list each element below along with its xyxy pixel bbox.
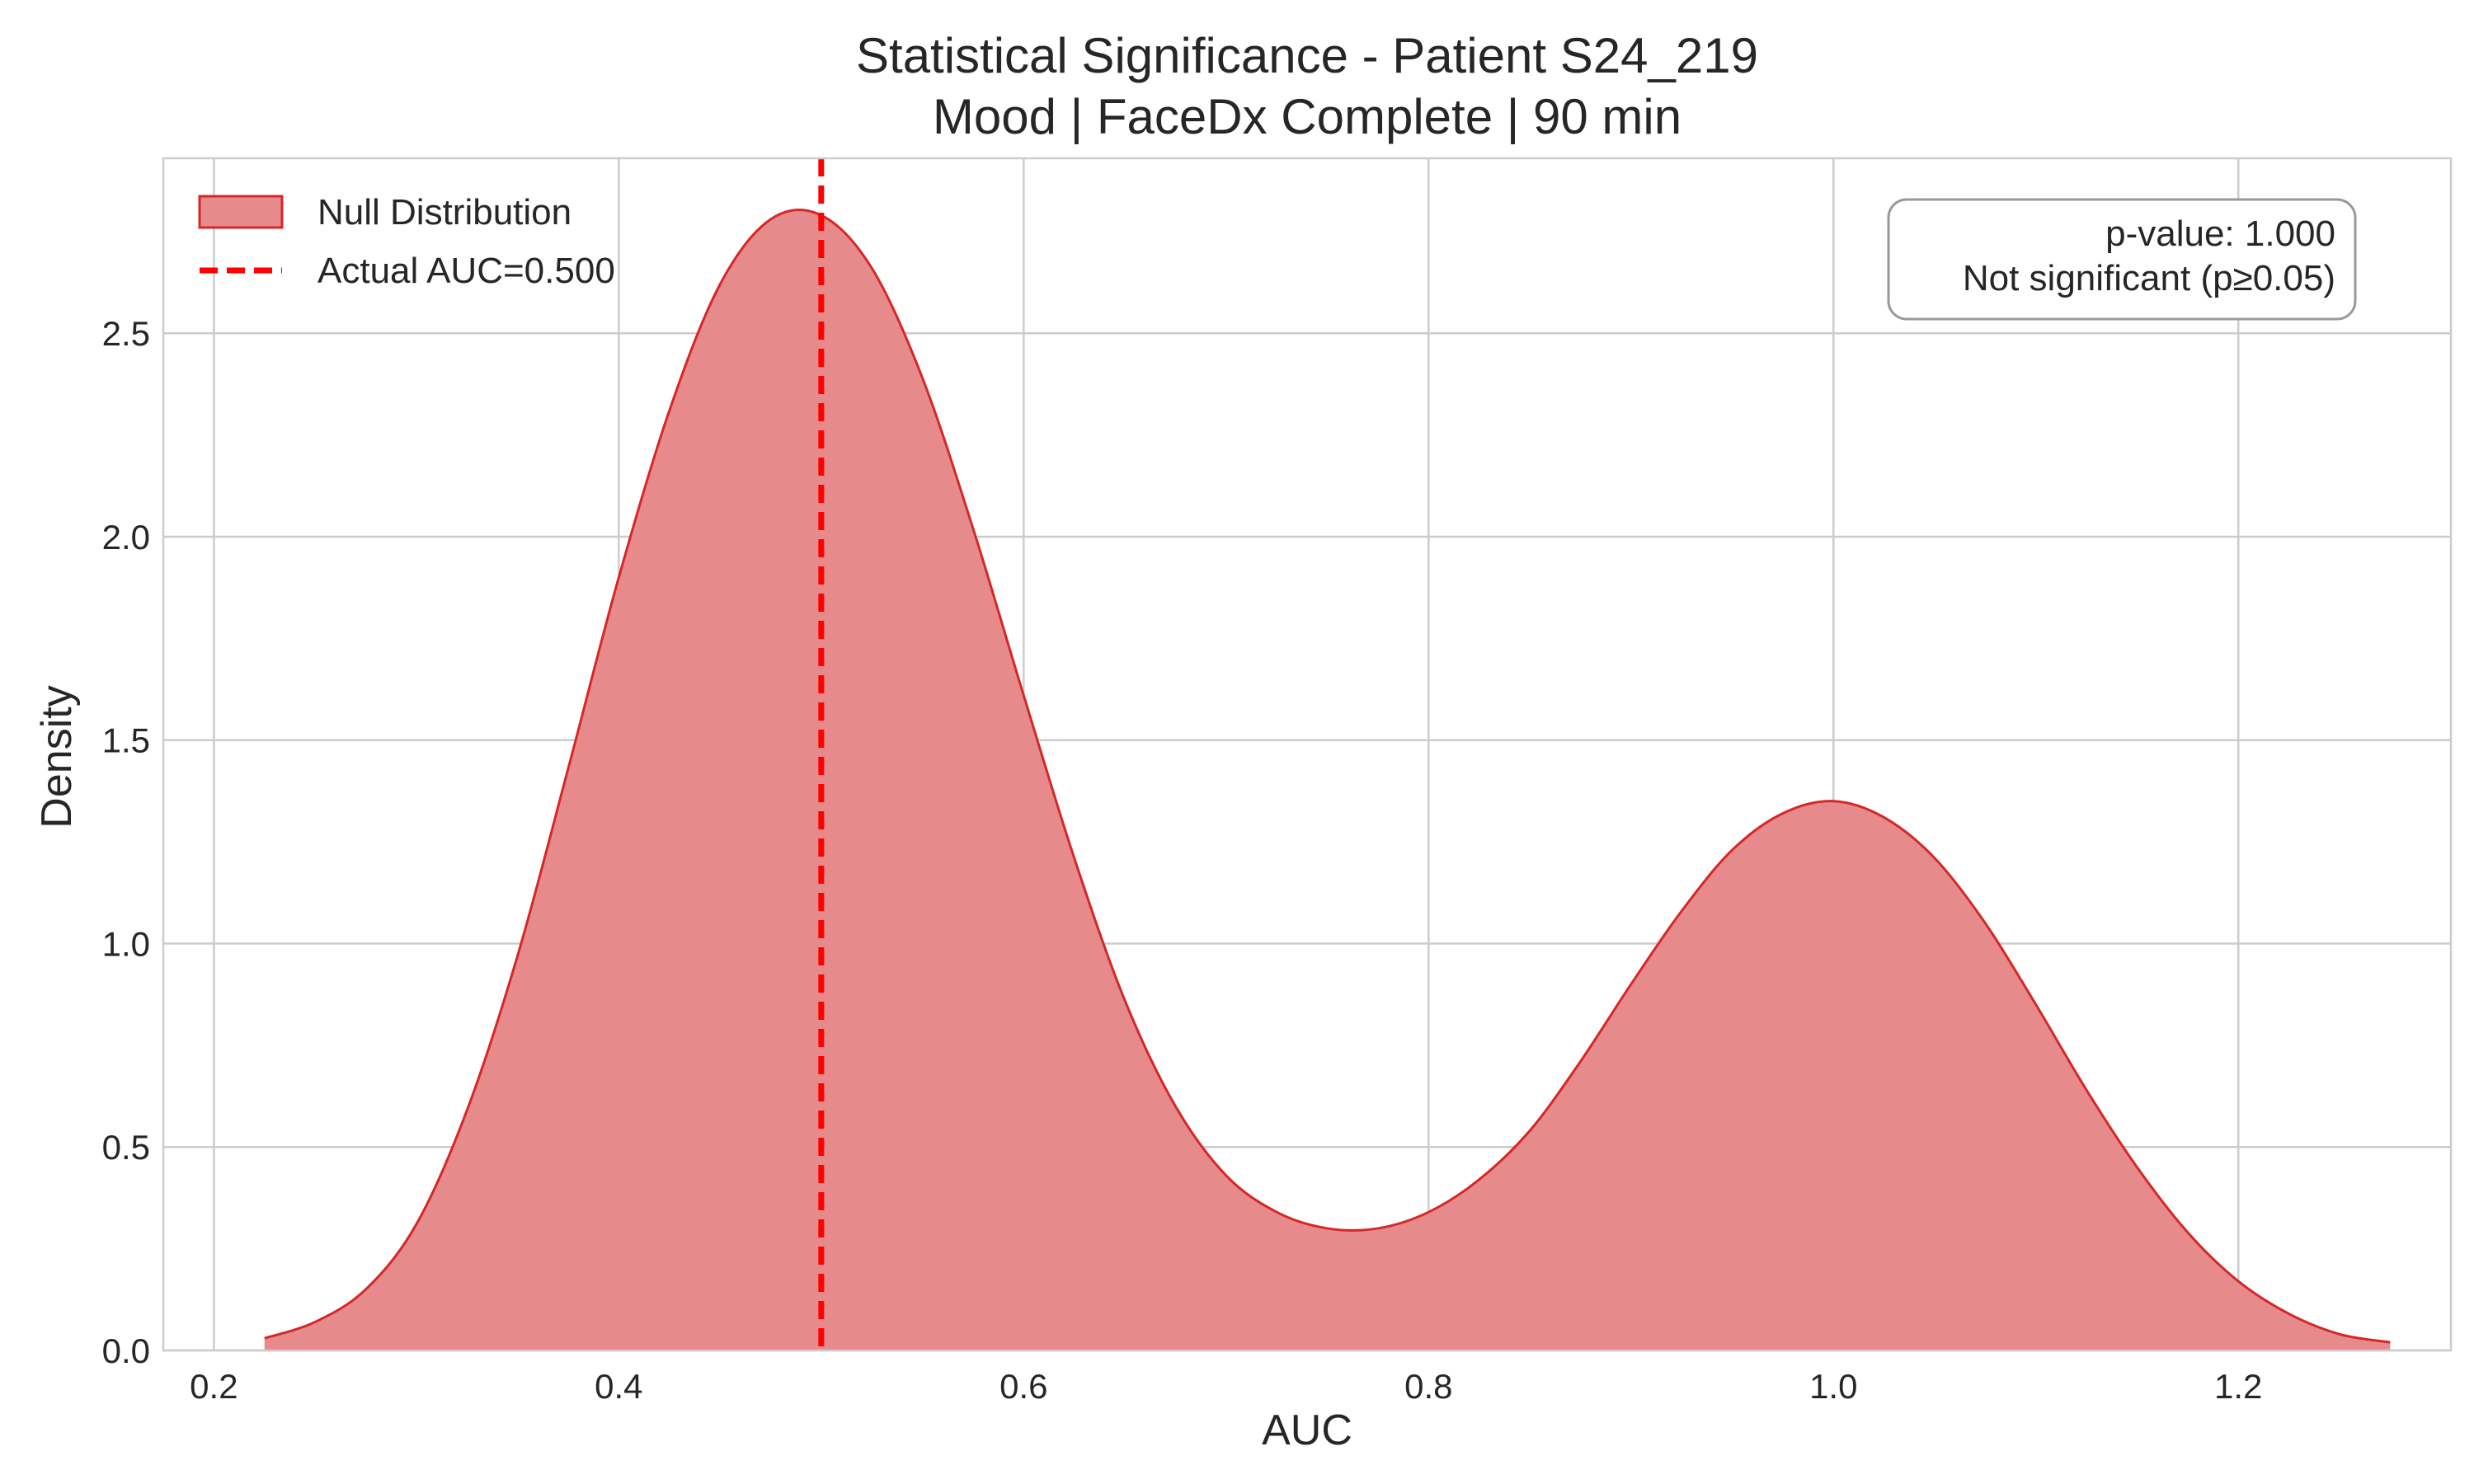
annotation-box [1887, 198, 2357, 321]
x-tick-label: 0.4 [595, 1367, 642, 1406]
annotation-significance: Not significant (p≥0.05) [1963, 258, 2335, 298]
x-tick-label: 1.2 [2214, 1367, 2262, 1406]
x-tick-label: 1.0 [1809, 1367, 1857, 1406]
annotation-p-value: p-value: 1.000 [2105, 214, 2335, 254]
y-tick-label: 1.0 [102, 924, 150, 963]
legend: Null Distribution Actual AUC=0.500 [198, 192, 615, 291]
x-axis-ticks: 0.2 0.4 0.6 0.8 1.0 1.2 [190, 1367, 2262, 1406]
chart-title: Statistical Significance - Patient S24_2… [856, 28, 1758, 83]
y-tick-label: 2.0 [102, 518, 150, 556]
x-axis-label: AUC [1262, 1407, 1352, 1454]
legend-label-actual-auc: Actual AUC=0.500 [317, 251, 615, 291]
null-distribution-fill [264, 209, 2391, 1351]
y-tick-label: 0.0 [102, 1331, 150, 1370]
y-tick-label: 0.5 [102, 1128, 150, 1167]
x-tick-label: 0.2 [190, 1367, 238, 1406]
x-tick-label: 0.8 [1404, 1367, 1452, 1406]
legend-swatch-null-distribution [198, 195, 284, 229]
plot-frame [162, 157, 2453, 1352]
x-tick-label: 0.6 [999, 1367, 1047, 1406]
null-distribution-area [264, 208, 2391, 1351]
y-tick-label: 2.5 [102, 314, 150, 353]
legend-label-null-distribution: Null Distribution [317, 192, 571, 232]
chart-subtitle: Mood | FaceDx Complete | 90 min [933, 89, 1681, 144]
null-distribution-curve [264, 208, 2391, 1344]
p-value-annotation: p-value: 1.000 Not significant (p≥0.05) [1887, 198, 2357, 321]
y-axis-ticks: 0.0 0.5 1.0 1.5 2.0 2.5 [102, 314, 150, 1370]
y-tick-label: 1.5 [102, 721, 150, 760]
y-axis-label: Density [33, 685, 81, 828]
